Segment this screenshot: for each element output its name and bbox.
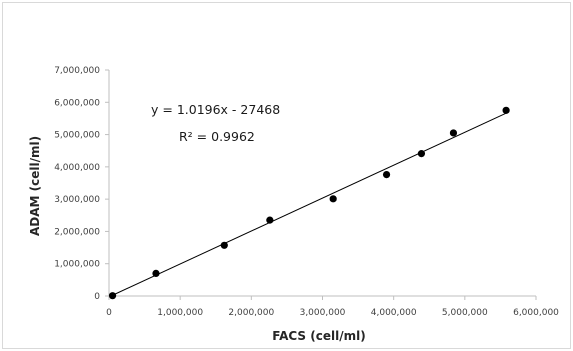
x-tick-label: 5,000,000 [442,308,488,318]
data-point [108,292,117,300]
y-tick-label: 7,000,000 [54,66,100,76]
y-axis-title: ADAM (cell/ml) [28,136,42,236]
trendline-layer [112,112,507,296]
y-tick-label: 2,000,000 [54,227,100,237]
data-point [502,106,510,114]
x-tick-label: 0 [106,308,112,318]
data-points [108,106,510,300]
y-tick-label: 4,000,000 [54,163,100,173]
r-squared-label: R² = 0.9962 [179,129,255,144]
y-tick-label: 3,000,000 [54,195,100,205]
data-point [152,269,160,277]
data-point [417,150,426,158]
x-axis-title: FACS (cell/ml) [272,329,365,343]
y-tick-labels: 0 1,000,000 2,000,000 3,000,000 4,000,000 5,0… [54,66,109,302]
data-point [382,171,391,179]
x-tick-label: 2,000,000 [228,308,274,318]
data-point [220,241,228,249]
x-tick-label: 6,000,000 [513,308,559,318]
x-tick-label: 4,000,000 [371,308,417,318]
y-tick-label: 5,000,000 [54,131,100,141]
data-point [449,129,458,137]
data-point [329,195,337,203]
data-point [266,216,274,224]
x-tick-label: 1,000,000 [157,308,203,318]
trendline-equation: y = 1.0196x - 27468 [151,102,280,117]
y-tick-label: 0 [94,292,100,302]
x-tick-labels: 0 1,000,000 2,000,000 3,000,000 4,000,000 5,0… [106,296,559,318]
linear-trendline [112,112,507,296]
x-tick-label: 3,000,000 [300,308,346,318]
y-tick-label: 1,000,000 [54,260,100,270]
y-tick-label: 6,000,000 [54,98,100,108]
scatter-chart: 0 1,000,000 2,000,000 3,000,000 4,000,000 5,0… [28,66,559,343]
